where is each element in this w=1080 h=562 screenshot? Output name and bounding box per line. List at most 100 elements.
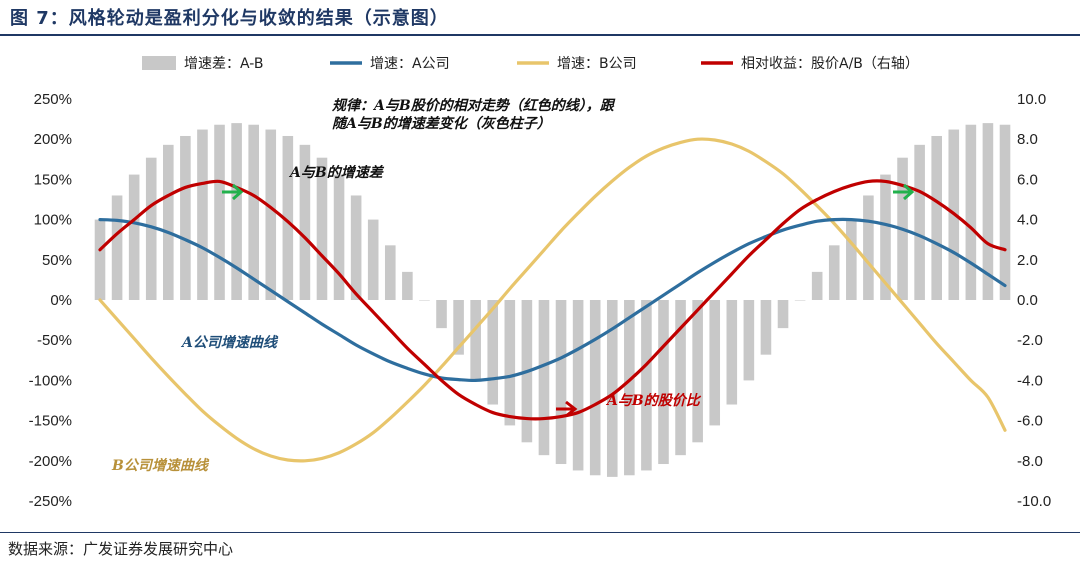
bar: [555, 300, 567, 465]
bottom-divider: [0, 532, 1080, 533]
bar: [231, 123, 242, 301]
right-tick-label: 4.0: [1017, 212, 1038, 229]
bar: [760, 300, 772, 355]
rule-annotation-line1: 规律：A与B股价的相对走势（红色的线），跟: [331, 97, 616, 114]
bar: [606, 300, 618, 477]
spread-annotation: A与B的增速差: [288, 164, 385, 181]
left-tick-label: -200%: [29, 453, 72, 470]
bar: [999, 124, 1011, 300]
bar: [163, 144, 174, 300]
right-tick-label: 0.0: [1017, 292, 1038, 309]
bar: [863, 195, 874, 300]
bar: [726, 300, 738, 405]
bar: [299, 144, 311, 300]
bar: [350, 195, 362, 300]
bar: [914, 144, 925, 300]
chart: 增速差：A-B 增速：A公司 增速：B公司 相对收益：股价A/B（右轴） 250…: [29, 56, 1051, 510]
bar: [828, 245, 840, 300]
ratio-annotation: A与B的股价比: [605, 392, 702, 409]
left-tick-label: -250%: [29, 493, 72, 510]
bar: [436, 300, 447, 329]
bar: [692, 300, 703, 443]
bar: [419, 300, 430, 301]
bar: [794, 300, 806, 301]
bar: [197, 129, 208, 300]
left-tick-label: 100%: [34, 212, 72, 229]
bar: [504, 300, 516, 426]
legend-swatch-bar: [142, 56, 176, 70]
line-series: [98, 137, 1007, 463]
left-tick-label: -100%: [29, 372, 72, 389]
arrow-icon: [556, 400, 578, 418]
bar: [811, 271, 823, 300]
bar: [214, 124, 225, 300]
b-growth-line: [98, 137, 1007, 463]
bar: [709, 300, 721, 426]
bar: [846, 219, 857, 300]
left-tick-label: 0%: [50, 292, 72, 309]
right-tick-label: 8.0: [1017, 131, 1038, 148]
bar: [265, 129, 277, 300]
bar: [931, 135, 942, 300]
figure-title: 图 7：风格轮动是盈利分化与收敛的结果（示意图）: [10, 8, 449, 29]
price-ratio-line: [98, 179, 1007, 421]
left-tick-label: 50%: [42, 252, 72, 269]
bar: [487, 300, 499, 405]
left-tick-label: 200%: [34, 131, 72, 148]
bar: [641, 300, 652, 471]
rule-annotation-line2: 随A与B的增速差变化（灰色柱子）: [332, 115, 551, 132]
right-tick-label: -8.0: [1017, 453, 1043, 470]
bar: [367, 219, 379, 300]
bar: [777, 300, 789, 329]
bar: [470, 300, 481, 381]
a-curve-annotation: A公司增速曲线: [180, 334, 279, 351]
b-curve-annotation: B公司增速曲线: [111, 457, 210, 474]
arrow-icon: [222, 183, 244, 201]
bar: [145, 157, 157, 300]
right-tick-label: 2.0: [1017, 252, 1038, 269]
annotations: 规律：A与B股价的相对走势（红色的线），跟 随A与B的增速差变化（灰色柱子） A…: [111, 97, 915, 474]
bar: [982, 123, 994, 301]
bar: [453, 300, 464, 355]
bar: [538, 300, 550, 456]
legend-label-a: 增速：A公司: [370, 56, 450, 72]
bar: [180, 135, 191, 300]
a-growth-line: [98, 217, 1007, 383]
legend-label-bar: 增速差：A-B: [184, 56, 263, 72]
title-divider: [0, 34, 1080, 36]
bar: [128, 174, 140, 300]
left-axis: 250% 200% 150% 100% 50% 0% -50% -100% -150% -200%…: [29, 91, 72, 510]
bar: [624, 300, 635, 476]
left-tick-label: -50%: [37, 332, 72, 349]
left-tick-label: 150%: [34, 171, 72, 188]
right-tick-label: -6.0: [1017, 413, 1043, 430]
right-axis: 10.0 8.0 6.0 4.0 2.0 0.0 -2.0 -4.0 -6.0 -8.0 -10.0: [1017, 91, 1051, 510]
bar: [384, 245, 396, 300]
bar: [658, 300, 669, 465]
bar: [316, 157, 328, 300]
right-tick-label: 10.0: [1017, 91, 1046, 108]
right-tick-label: 6.0: [1017, 171, 1038, 188]
bar: [282, 135, 294, 300]
legend-label-ratio: 相对收益：股价A/B（右轴）: [741, 56, 919, 72]
right-tick-label: -4.0: [1017, 372, 1043, 389]
legend-label-b: 增速：B公司: [557, 56, 637, 72]
source-note: 数据来源：广发证券发展研究中心: [8, 540, 234, 558]
bar: [965, 124, 977, 300]
arrow-icon: [893, 183, 915, 201]
left-tick-label: -150%: [29, 413, 72, 430]
bar: [675, 300, 686, 456]
right-tick-label: -10.0: [1017, 493, 1051, 510]
bar: [589, 300, 601, 476]
bar: [743, 300, 755, 381]
legend: 增速差：A-B 增速：A公司 增速：B公司 相对收益：股价A/B（右轴）: [142, 56, 919, 72]
right-tick-label: -2.0: [1017, 332, 1043, 349]
bar: [572, 300, 584, 471]
bar: [402, 271, 413, 300]
bar: [880, 174, 891, 300]
bar: [111, 195, 123, 300]
bar: [94, 219, 106, 300]
left-tick-label: 250%: [34, 91, 72, 108]
bar: [248, 124, 259, 300]
bar: [333, 174, 345, 300]
